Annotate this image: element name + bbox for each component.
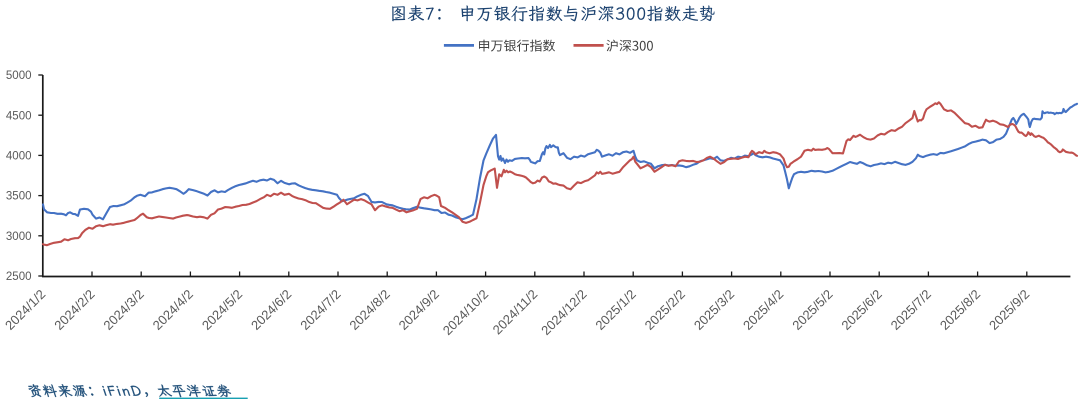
svg-text:3000: 3000 xyxy=(6,231,32,243)
svg-text:4000: 4000 xyxy=(6,151,32,163)
svg-text:2500: 2500 xyxy=(6,271,32,283)
svg-text:5000: 5000 xyxy=(6,70,32,82)
svg-text:3500: 3500 xyxy=(6,191,32,203)
svg-text:4500: 4500 xyxy=(6,110,32,122)
